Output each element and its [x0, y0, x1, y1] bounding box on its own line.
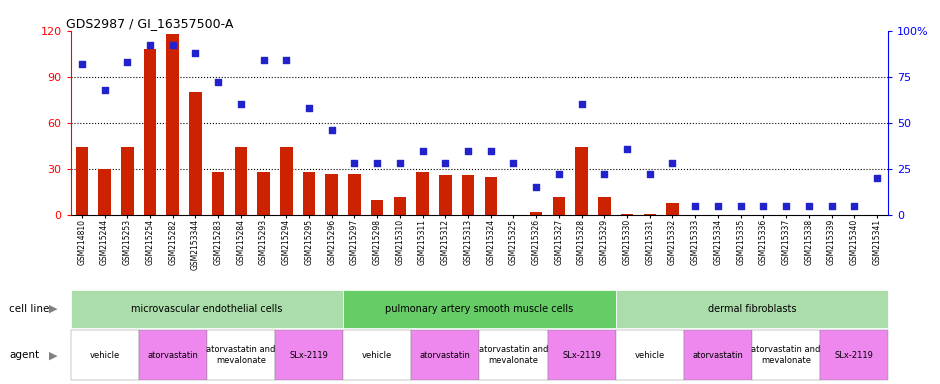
- Point: [211, 79, 226, 85]
- Bar: [439, 175, 451, 215]
- Text: dermal fibroblasts: dermal fibroblasts: [708, 304, 796, 314]
- Bar: [258, 172, 270, 215]
- Bar: [207, 330, 274, 380]
- Text: ▶: ▶: [49, 350, 58, 360]
- Bar: [99, 169, 111, 215]
- Point: [733, 203, 748, 209]
- Point: [665, 161, 680, 167]
- Text: atorvastatin and
mevalonate: atorvastatin and mevalonate: [478, 346, 548, 365]
- Point: [574, 101, 589, 108]
- Point: [324, 127, 339, 133]
- Point: [552, 171, 567, 177]
- Bar: [530, 212, 542, 215]
- Point: [438, 161, 453, 167]
- Point: [119, 59, 134, 65]
- Bar: [620, 214, 634, 215]
- Bar: [348, 174, 361, 215]
- Point: [256, 57, 271, 63]
- Text: cell line: cell line: [9, 304, 50, 314]
- Bar: [75, 147, 88, 215]
- Point: [74, 61, 89, 67]
- Point: [642, 171, 657, 177]
- Text: pulmonary artery smooth muscle cells: pulmonary artery smooth muscle cells: [385, 304, 573, 314]
- Point: [619, 146, 634, 152]
- Bar: [575, 147, 588, 215]
- Point: [847, 203, 862, 209]
- Point: [347, 161, 362, 167]
- Bar: [666, 203, 679, 215]
- Bar: [70, 290, 343, 328]
- Bar: [144, 49, 156, 215]
- Text: SLx-2119: SLx-2119: [835, 351, 873, 360]
- Point: [688, 203, 703, 209]
- Text: atorvastatin: atorvastatin: [148, 351, 198, 360]
- Bar: [644, 214, 656, 215]
- Text: vehicle: vehicle: [634, 351, 665, 360]
- Bar: [70, 330, 138, 380]
- Bar: [616, 290, 888, 328]
- Text: atorvastatin: atorvastatin: [693, 351, 744, 360]
- Point: [165, 42, 180, 48]
- Bar: [235, 147, 247, 215]
- Bar: [484, 177, 497, 215]
- Point: [279, 57, 294, 63]
- Bar: [553, 197, 565, 215]
- Point: [483, 147, 498, 154]
- Bar: [325, 174, 338, 215]
- Bar: [274, 330, 343, 380]
- Point: [528, 184, 543, 190]
- Text: atorvastatin and
mevalonate: atorvastatin and mevalonate: [206, 346, 275, 365]
- Text: SLx-2119: SLx-2119: [290, 351, 328, 360]
- Text: ▶: ▶: [49, 304, 58, 314]
- Bar: [121, 147, 133, 215]
- Text: vehicle: vehicle: [362, 351, 392, 360]
- Point: [824, 203, 839, 209]
- Bar: [394, 197, 406, 215]
- Point: [870, 175, 885, 181]
- Point: [392, 161, 407, 167]
- Bar: [752, 330, 820, 380]
- Point: [143, 42, 158, 48]
- Point: [97, 87, 112, 93]
- Bar: [598, 197, 611, 215]
- Text: SLx-2119: SLx-2119: [562, 351, 601, 360]
- Bar: [280, 147, 292, 215]
- Bar: [820, 330, 888, 380]
- Bar: [343, 290, 616, 328]
- Bar: [547, 330, 616, 380]
- Point: [302, 105, 317, 111]
- Text: vehicle: vehicle: [89, 351, 119, 360]
- Point: [233, 101, 248, 108]
- Bar: [479, 330, 547, 380]
- Point: [756, 203, 771, 209]
- Text: agent: agent: [9, 350, 39, 360]
- Point: [506, 161, 521, 167]
- Point: [597, 171, 612, 177]
- Point: [461, 147, 476, 154]
- Bar: [683, 330, 752, 380]
- Bar: [462, 175, 475, 215]
- Bar: [138, 330, 207, 380]
- Point: [188, 50, 203, 56]
- Point: [778, 203, 793, 209]
- Text: atorvastatin and
mevalonate: atorvastatin and mevalonate: [751, 346, 821, 365]
- Point: [369, 161, 384, 167]
- Bar: [616, 330, 683, 380]
- Point: [711, 203, 726, 209]
- Bar: [303, 172, 315, 215]
- Text: microvascular endothelial cells: microvascular endothelial cells: [131, 304, 283, 314]
- Bar: [416, 172, 429, 215]
- Text: atorvastatin: atorvastatin: [420, 351, 471, 360]
- Bar: [371, 200, 384, 215]
- Bar: [343, 330, 411, 380]
- Bar: [212, 172, 225, 215]
- Point: [801, 203, 816, 209]
- Bar: [166, 34, 179, 215]
- Bar: [189, 92, 202, 215]
- Point: [415, 147, 431, 154]
- Text: GDS2987 / GI_16357500-A: GDS2987 / GI_16357500-A: [67, 17, 234, 30]
- Bar: [412, 330, 479, 380]
